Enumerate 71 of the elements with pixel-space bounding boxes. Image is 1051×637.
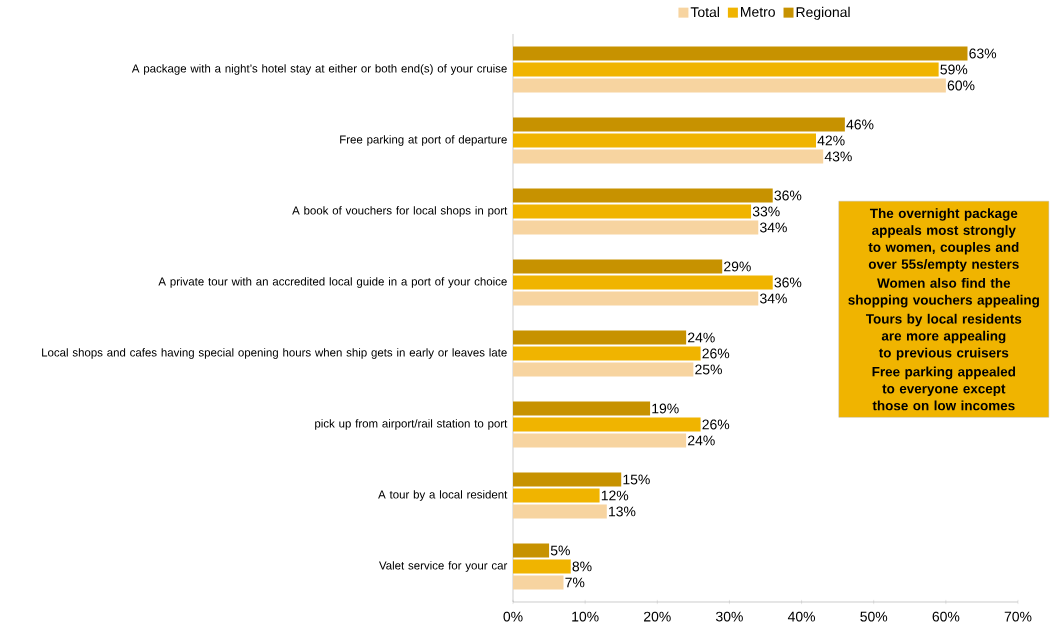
data-label: 59% bbox=[940, 64, 968, 75]
bar bbox=[513, 78, 946, 93]
y-tick-label: A book of vouchers for local shops in port bbox=[292, 206, 508, 217]
bar bbox=[513, 575, 564, 590]
data-label: 13% bbox=[609, 506, 636, 517]
x-tick-label: 30% bbox=[716, 611, 743, 622]
data-label: 24% bbox=[688, 435, 715, 446]
bar bbox=[513, 204, 752, 219]
x-tick-label: 50% bbox=[860, 611, 888, 622]
bar bbox=[513, 149, 824, 164]
bar bbox=[513, 62, 939, 77]
bar bbox=[513, 417, 701, 432]
data-label: 63% bbox=[969, 48, 997, 59]
data-label: 26% bbox=[702, 419, 730, 430]
y-tick-label: pick up from airport/rail station to port bbox=[315, 419, 508, 430]
data-label: 24% bbox=[688, 332, 715, 343]
bar bbox=[513, 117, 845, 132]
data-label: 42% bbox=[817, 135, 845, 146]
bar bbox=[513, 330, 687, 345]
data-label: 43% bbox=[824, 151, 852, 162]
bar bbox=[513, 133, 816, 148]
bar bbox=[513, 401, 651, 416]
legend-label: Metro bbox=[741, 7, 775, 17]
data-label: 25% bbox=[695, 364, 722, 375]
x-tick-label: 60% bbox=[932, 611, 960, 622]
y-tick-label: Local shops and cafes having special opening hours when ship gets in early or leaves late bbox=[42, 348, 507, 359]
data-label: 33% bbox=[752, 206, 780, 217]
annotation: Women also find the shopping vouchers appealing bbox=[848, 277, 1039, 308]
bar bbox=[513, 259, 723, 274]
data-label: 36% bbox=[774, 190, 802, 201]
data-label: 46% bbox=[846, 119, 874, 130]
data-label: 34% bbox=[760, 293, 787, 304]
bar bbox=[513, 504, 607, 519]
data-label: 26% bbox=[702, 348, 730, 359]
bar bbox=[513, 291, 759, 306]
y-tick-label: Valet service for your car bbox=[379, 561, 508, 572]
data-label: 5% bbox=[550, 545, 570, 556]
data-label: 34% bbox=[760, 222, 787, 233]
y-tick-label: A tour by a local resident bbox=[378, 490, 508, 501]
annotation: Tours by local residents are more appealing to previous cruisers bbox=[865, 313, 1022, 361]
bar bbox=[513, 559, 571, 574]
annotation: The overnight package appeals most strongly to women, couples and over 55s/empty nesters bbox=[868, 208, 1019, 272]
data-label: 36% bbox=[774, 277, 802, 288]
data-label: 7% bbox=[565, 577, 585, 588]
data-label: 15% bbox=[623, 474, 650, 485]
x-tick-label: 40% bbox=[787, 611, 816, 622]
x-tick-label: 70% bbox=[1004, 611, 1032, 622]
data-label: 12% bbox=[601, 490, 629, 501]
bar bbox=[513, 488, 600, 503]
data-label: 19% bbox=[652, 403, 679, 414]
x-tick-label: 20% bbox=[644, 611, 671, 622]
bar bbox=[513, 362, 694, 377]
annotation: Free parking appealed to everyone except those on low incomes bbox=[872, 366, 1016, 411]
bar bbox=[513, 433, 687, 448]
bar bbox=[513, 346, 701, 361]
bar bbox=[513, 220, 759, 235]
legend-label: Regional bbox=[796, 6, 850, 20]
data-label: 29% bbox=[724, 261, 751, 272]
bar bbox=[513, 472, 622, 487]
y-tick-label: Free parking at port of departure bbox=[340, 135, 507, 146]
bar bbox=[513, 543, 550, 558]
y-tick-label: A private tour with an accredited local guide in a port of your choice bbox=[158, 277, 507, 288]
bar bbox=[513, 275, 773, 290]
bar bbox=[513, 188, 773, 203]
y-tick-label: A package with a night’s hotel stay at either or both end(s) of your cruise bbox=[131, 64, 507, 75]
x-tick-label: 10% bbox=[572, 611, 599, 622]
data-label: 8% bbox=[572, 561, 592, 572]
legend-label: Total bbox=[690, 6, 719, 18]
data-label: 60% bbox=[947, 80, 975, 91]
bar bbox=[513, 46, 968, 61]
x-tick-label: 0% bbox=[503, 611, 523, 622]
